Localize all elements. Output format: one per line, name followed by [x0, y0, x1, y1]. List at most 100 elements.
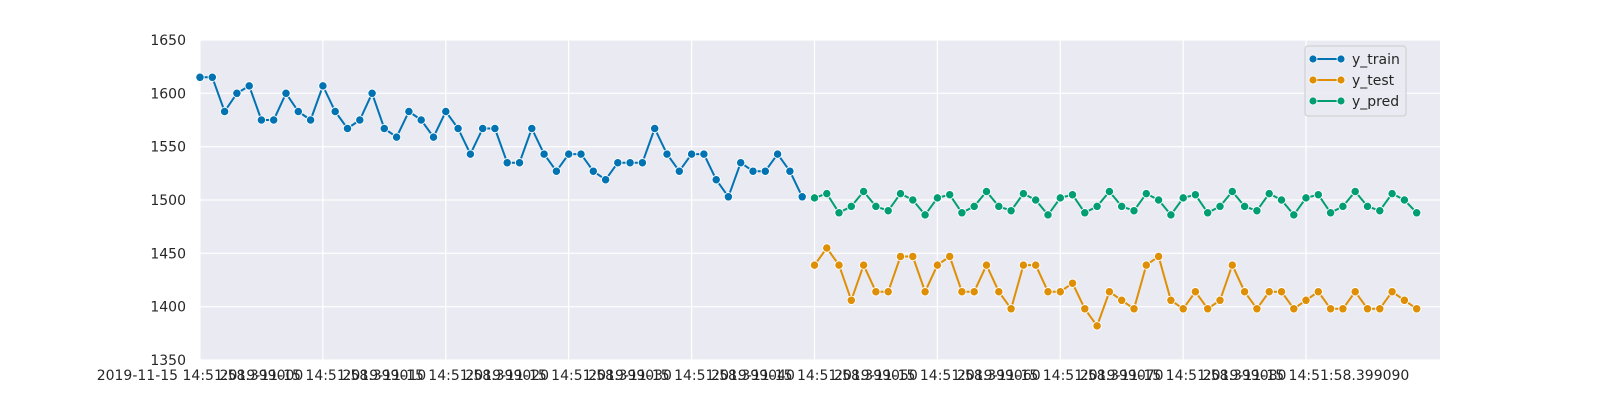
data-point — [539, 149, 549, 159]
data-point — [1190, 190, 1201, 200]
data-point — [1129, 206, 1139, 216]
data-point — [981, 186, 992, 197]
data-point — [1178, 193, 1188, 203]
data-point — [1227, 260, 1237, 270]
data-point — [736, 158, 746, 168]
data-point — [195, 72, 205, 82]
data-point — [809, 260, 820, 270]
data-point — [834, 260, 844, 270]
data-point — [1252, 206, 1262, 216]
data-point — [748, 166, 758, 176]
data-point — [207, 72, 217, 82]
data-point — [342, 123, 353, 134]
data-point — [686, 149, 697, 159]
data-point — [969, 201, 979, 212]
data-point — [1031, 195, 1041, 205]
data-point — [1067, 278, 1078, 288]
data-point — [379, 123, 389, 134]
data-point — [895, 251, 906, 262]
data-point — [1166, 295, 1176, 305]
data-point — [1375, 206, 1385, 216]
data-point — [1350, 287, 1360, 297]
legend-marker — [1336, 54, 1346, 64]
data-point — [871, 201, 881, 212]
data-point — [637, 158, 648, 168]
data-point — [453, 123, 463, 134]
x-tick-label: 2019-11-15 14:51:58.399070 — [957, 368, 1164, 384]
x-tick-label: 2019-11-15 14:51:58.399080 — [1080, 368, 1287, 384]
data-point — [908, 251, 918, 262]
data-point — [1043, 210, 1053, 220]
data-point — [1399, 195, 1410, 205]
data-point — [305, 115, 316, 125]
data-point — [465, 149, 476, 159]
data-point — [1227, 186, 1237, 197]
legend: y_train y_test y_pred — [1304, 45, 1407, 117]
data-point — [822, 243, 832, 253]
data-point — [1006, 206, 1016, 216]
data-point — [994, 201, 1004, 212]
data-point — [1215, 295, 1225, 305]
x-tick-label: 2019-11-15 14:51:58.399090 — [1203, 368, 1410, 384]
data-point — [1338, 304, 1348, 314]
data-point — [1117, 295, 1127, 305]
data-point — [711, 175, 721, 185]
data-point — [1239, 201, 1250, 212]
y-tick-label: 1650 — [150, 33, 186, 49]
data-point — [1289, 210, 1299, 220]
data-point — [957, 287, 967, 297]
data-point — [920, 210, 930, 220]
data-point — [527, 123, 537, 134]
x-tick-label: 2019-11-15 14:51:58.399010 — [220, 368, 427, 384]
data-point — [1215, 201, 1225, 212]
data-point — [1031, 260, 1041, 270]
data-point — [1252, 304, 1262, 314]
data-point — [945, 251, 955, 262]
data-point — [1055, 287, 1065, 297]
data-point — [588, 166, 598, 176]
data-point — [1289, 304, 1299, 314]
y-axis-ticks: 1350 1400 1450 1500 1550 1600 1650 — [150, 33, 186, 369]
data-point — [1375, 304, 1385, 314]
legend-box — [1304, 45, 1407, 117]
data-point — [1325, 208, 1336, 218]
data-point — [920, 287, 930, 297]
data-point — [723, 192, 734, 202]
y-tick-label: 1450 — [150, 246, 186, 262]
data-point — [981, 260, 992, 270]
data-point — [785, 166, 795, 176]
data-point — [244, 81, 254, 91]
data-point — [293, 106, 303, 117]
data-point — [994, 287, 1004, 297]
data-point — [846, 295, 856, 305]
data-point — [1067, 190, 1078, 200]
y-tick-label: 1600 — [150, 86, 186, 102]
legend-marker — [1308, 96, 1318, 106]
y-tick-label: 1400 — [150, 300, 186, 316]
legend-item-y_train: y_train — [1308, 52, 1400, 68]
data-point — [1387, 287, 1397, 297]
data-point — [1325, 304, 1336, 314]
data-point — [1350, 186, 1360, 197]
series-y_test — [809, 243, 1422, 331]
x-tick-label: 2019-11-15 14:51:58.399030 — [465, 368, 672, 384]
data-point — [846, 201, 856, 212]
data-point — [232, 88, 242, 98]
data-point — [1412, 208, 1422, 218]
data-point — [1153, 195, 1164, 205]
data-point — [932, 260, 943, 270]
data-point — [957, 208, 967, 218]
series-y_train — [195, 72, 807, 202]
data-point — [330, 106, 340, 117]
data-point — [1018, 260, 1029, 270]
data-point — [932, 193, 943, 203]
data-point — [1301, 295, 1311, 305]
legend-item-y_pred: y_pred — [1308, 94, 1399, 110]
data-point — [367, 88, 377, 98]
data-point — [502, 158, 512, 168]
data-point — [1141, 260, 1151, 270]
data-point — [1178, 304, 1188, 314]
legend-label: y_test — [1352, 73, 1395, 89]
data-point — [256, 115, 267, 125]
